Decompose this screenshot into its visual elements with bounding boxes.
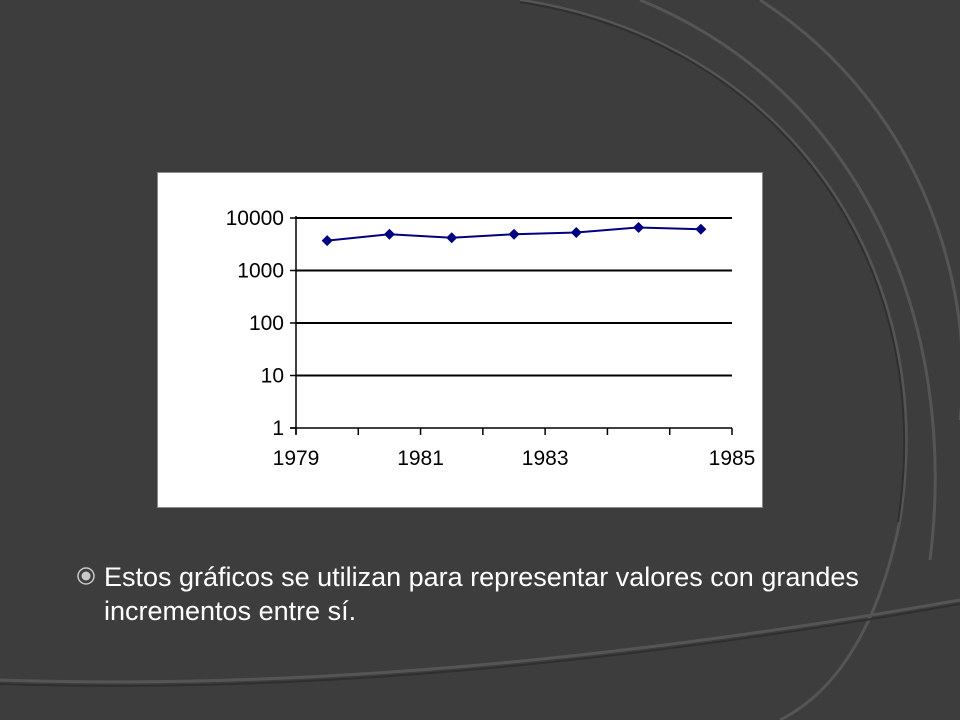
data-point-marker	[446, 232, 458, 244]
bullet-point: Estos gráficos se utilizan para represen…	[76, 560, 896, 628]
data-point-marker	[508, 228, 520, 240]
y-tick-label: 1	[272, 417, 284, 440]
gridlines	[296, 217, 732, 377]
log-line-chart: 10000 1000 100 10 1 1979 1981 1983 1985	[226, 207, 756, 470]
radio-bullet-icon	[77, 567, 95, 585]
tick-labels: 10000 1000 100 10 1 1979 1981 1983 1985	[226, 207, 756, 470]
y-tick-label: 100	[249, 312, 284, 335]
x-tick-label: 1979	[273, 447, 320, 470]
y-tick-label: 10000	[226, 207, 284, 230]
x-tick-label: 1985	[709, 447, 756, 470]
series-layer	[321, 221, 707, 247]
data-point-marker	[570, 226, 582, 238]
x-tick-label: 1981	[397, 447, 444, 470]
data-point-marker	[383, 228, 395, 240]
data-point-marker	[633, 221, 645, 233]
axes	[290, 216, 733, 435]
y-tick-label: 10	[261, 365, 284, 388]
y-tick-label: 1000	[237, 260, 284, 283]
bullet-text: Estos gráficos se utilizan para represen…	[104, 562, 859, 626]
x-tick-label: 1983	[522, 447, 569, 470]
data-point-marker	[321, 235, 333, 247]
chart-frame: 10000 1000 100 10 1 1979 1981 1983 1985	[157, 172, 763, 508]
data-point-marker	[695, 223, 707, 235]
